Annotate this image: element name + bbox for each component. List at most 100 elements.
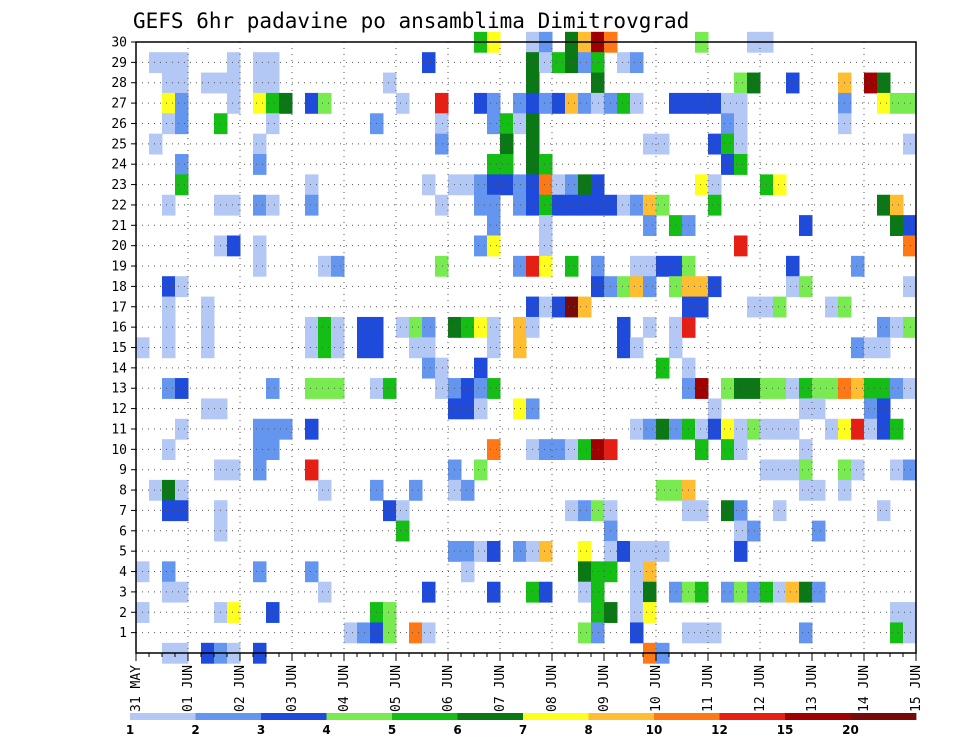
cell-m27-s58 bbox=[890, 92, 904, 114]
cell-m28-s9 bbox=[253, 72, 267, 94]
legend-swatch-6 bbox=[457, 713, 524, 720]
cell-m7-s45 bbox=[721, 500, 735, 522]
cell-m28-s3 bbox=[175, 72, 189, 94]
cell-m4-s2 bbox=[162, 561, 176, 583]
cell-m19-s29 bbox=[513, 255, 527, 277]
cell-m19-s50 bbox=[786, 255, 800, 277]
cell-m19-s39 bbox=[643, 255, 657, 277]
legend-label-6: 6 bbox=[453, 723, 461, 737]
cell-m20-s46 bbox=[734, 235, 748, 257]
cell-m7-s19 bbox=[383, 500, 397, 522]
cell-m1-s17 bbox=[357, 622, 371, 644]
cell-m3-s41 bbox=[669, 581, 683, 603]
cell-m15-s27 bbox=[487, 337, 501, 359]
cell-m14-s23 bbox=[435, 357, 449, 379]
cell-m7-s57 bbox=[877, 500, 891, 522]
cell-m29-s10 bbox=[266, 52, 280, 74]
cell-m10-s2 bbox=[162, 439, 176, 461]
cell-m25-s45 bbox=[721, 133, 735, 155]
cell-m24-s45 bbox=[721, 154, 735, 175]
y-tick-label-23: 23 bbox=[111, 178, 127, 193]
cell-m21-s31 bbox=[539, 215, 553, 236]
cell-m1-s35 bbox=[591, 622, 605, 644]
cell-m22-s44 bbox=[708, 194, 722, 216]
cell-m5-s34 bbox=[578, 540, 592, 562]
cell-m13-s46 bbox=[734, 378, 748, 399]
y-tick-label-30: 30 bbox=[111, 36, 127, 51]
cell-m13-s47 bbox=[747, 378, 761, 399]
cell-m16-s27 bbox=[487, 316, 501, 338]
cell-m1-s21 bbox=[409, 622, 423, 644]
y-tick-label-4: 4 bbox=[119, 565, 127, 580]
cell-m13-s23 bbox=[435, 378, 449, 399]
y-tick-label-17: 17 bbox=[111, 300, 127, 315]
cell-m25-s40 bbox=[656, 133, 670, 155]
cell-m24-s9 bbox=[253, 154, 267, 175]
cell-m21-s58 bbox=[890, 215, 904, 236]
cell-m23-s28 bbox=[500, 174, 514, 196]
cell-m23-s26 bbox=[474, 174, 488, 196]
cell-m13-s45 bbox=[721, 378, 735, 399]
cell-m11-s58 bbox=[890, 418, 904, 440]
cell-m28-s47 bbox=[747, 72, 761, 94]
cell-m1-s22 bbox=[422, 622, 436, 644]
cell-m13-s52 bbox=[812, 378, 826, 399]
cell-m19-s35 bbox=[591, 255, 605, 277]
cell-m28-s35 bbox=[591, 72, 605, 94]
cell-m21-s59 bbox=[903, 215, 917, 236]
cell-m3-s14 bbox=[318, 581, 332, 603]
cell-m11-s38 bbox=[630, 418, 644, 440]
cell-m25-s39 bbox=[643, 133, 657, 155]
y-tick-label-6: 6 bbox=[119, 524, 127, 539]
cell-m7-s46 bbox=[734, 500, 748, 522]
cell-m13-s19 bbox=[383, 378, 397, 399]
legend-swatch-3 bbox=[261, 713, 327, 720]
cell-m2-s35 bbox=[591, 602, 605, 623]
cell-m23-s34 bbox=[578, 174, 592, 196]
cell-m11-s45 bbox=[721, 418, 735, 440]
cell-m3-s43 bbox=[695, 581, 709, 603]
cell-m5-s39 bbox=[643, 540, 657, 562]
cell-m22-s38 bbox=[630, 194, 644, 216]
y-tick-label-10: 10 bbox=[111, 443, 127, 458]
cell-m26-s28 bbox=[500, 113, 514, 135]
cell-m27-s35 bbox=[591, 92, 605, 114]
cell-m29-s33 bbox=[565, 52, 579, 74]
cell-m2-s19 bbox=[383, 602, 397, 623]
y-tick-label-13: 13 bbox=[111, 382, 127, 397]
y-tick-label-5: 5 bbox=[119, 545, 127, 560]
cell-m11-s53 bbox=[825, 418, 839, 440]
y-tick-label-1: 1 bbox=[119, 626, 127, 641]
cell-m17-s2 bbox=[162, 296, 176, 318]
cell-m16-s2 bbox=[162, 316, 176, 338]
cell-m16-s37 bbox=[617, 316, 631, 338]
cell-m11-s13 bbox=[305, 418, 319, 440]
cell-m3-s47 bbox=[747, 581, 761, 603]
cell-m19-s38 bbox=[630, 255, 644, 277]
cell-m16-s15 bbox=[331, 316, 345, 338]
cell-m16-s41 bbox=[669, 316, 683, 338]
cell-m8-s52 bbox=[812, 479, 826, 501]
cell-m9-s51 bbox=[799, 459, 813, 481]
cell-m13-s49 bbox=[773, 378, 787, 399]
cell-m15-s21 bbox=[409, 337, 423, 359]
x-tick-label-48: 12 JUN bbox=[753, 665, 768, 712]
cell-m23-s35 bbox=[591, 174, 605, 196]
cell-m13-s43 bbox=[695, 378, 709, 399]
heatmap-cells bbox=[136, 31, 917, 664]
x-tick-label-56: 14 JUN bbox=[857, 665, 872, 712]
cell-m13-s59 bbox=[903, 378, 917, 399]
cell-m18-s44 bbox=[708, 276, 722, 298]
cell-m11-s3 bbox=[175, 418, 189, 440]
cell-m20-s26 bbox=[474, 235, 488, 257]
cell-m5-s37 bbox=[617, 540, 631, 562]
cell-m29-s37 bbox=[617, 52, 631, 74]
cell-m19-s15 bbox=[331, 255, 345, 277]
legend-swatch-9 bbox=[654, 713, 720, 720]
cell-m10-s32 bbox=[552, 439, 566, 461]
cell-m27-s20 bbox=[396, 92, 410, 114]
cell-m4-s13 bbox=[305, 561, 319, 583]
cell-m9-s55 bbox=[851, 459, 865, 481]
cell-m13-s55 bbox=[851, 378, 865, 399]
